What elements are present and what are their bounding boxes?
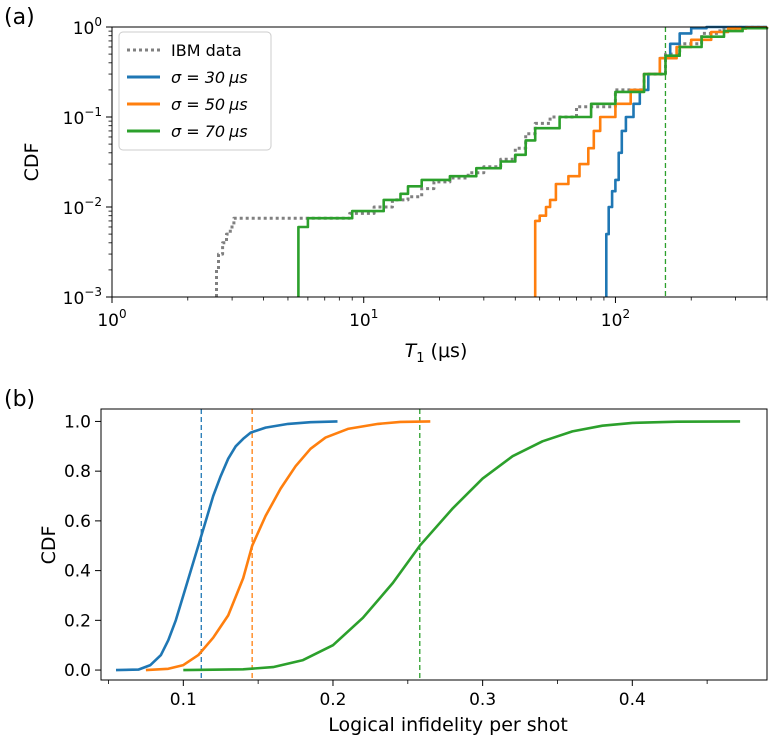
- a-y-tick-exp: −1: [84, 105, 102, 119]
- legend-label-sigma50: σ = 50 μs: [171, 95, 248, 114]
- panel-a-xlabel-sub: 1: [416, 351, 424, 366]
- b-x-tick-label: 0.3: [469, 690, 496, 710]
- a-y-tick-label: 100: [73, 15, 102, 39]
- a-y-tick-label: 10−3: [63, 285, 102, 309]
- b-y-tick-label: 0.8: [64, 462, 91, 482]
- b-y-tick-label: 0.2: [64, 611, 91, 631]
- b-y-tick-label: 1.0: [64, 412, 91, 432]
- a-x-tick-label: 101: [349, 307, 378, 331]
- panel-a-legend: IBM data σ = 30 μs σ = 50 μs σ = 70 μs: [118, 31, 272, 151]
- a-series-ibm-data: [215, 25, 769, 297]
- a-series-30-s: [605, 25, 767, 297]
- a-x-tick-base: 10: [601, 311, 623, 331]
- panel-b-plot: CDF Logical infidelity per shot 0.1 0.2 0.…: [38, 408, 768, 736]
- a-series-70-s: [297, 26, 769, 297]
- panel-b-label: (b): [4, 387, 35, 412]
- legend-label-sigma70: σ = 70 μs: [171, 122, 248, 141]
- b-series-30-s: [115, 420, 338, 672]
- a-x-tick-exp: 2: [622, 307, 630, 321]
- a-y-tick-base: 10: [63, 109, 85, 129]
- legend-label-sigma50-value: σ = 50: [171, 95, 225, 114]
- a-x-tick-base: 10: [97, 311, 119, 331]
- b-x-tick-label: 0.4: [619, 690, 646, 710]
- a-x-tick-exp: 0: [119, 307, 127, 321]
- panel-a-frame: [111, 26, 768, 298]
- b-series-50-s: [145, 420, 431, 672]
- legend-label-sigma30: σ = 30 μs: [171, 68, 248, 87]
- a-series-50-s: [533, 26, 769, 297]
- legend-label-sigma30-value: σ = 30: [171, 68, 225, 87]
- panel-a-ylabel: CDF: [21, 143, 43, 182]
- a-x-tick-label: 102: [601, 307, 630, 331]
- b-series-70-s: [183, 420, 741, 672]
- a-x-tick-exp: 1: [371, 307, 379, 321]
- a-y-tick-label: 10−1: [63, 105, 102, 129]
- legend-label-sigma50-unit: μs: [228, 95, 248, 114]
- panel-b-ylabel: CDF: [38, 526, 60, 565]
- a-y-tick-exp: −3: [84, 285, 102, 299]
- panel-b-lines: [115, 409, 741, 680]
- panel-a-xlabel-main: T: [405, 340, 418, 362]
- panel-a-xlabel-unit: (μs): [425, 340, 468, 362]
- a-y-tick-base: 10: [73, 19, 95, 39]
- panel-b-frame: [100, 408, 768, 681]
- panel-b-ticks: 0.1 0.2 0.3 0.4 0.0 0.2 0.4 0.6 0.8 1.0: [64, 412, 708, 710]
- panel-a-label: (a): [4, 5, 35, 30]
- panel-b-xlabel: Logical infidelity per shot: [328, 714, 568, 736]
- panel-a-xlabel: T1 (μs): [405, 340, 468, 366]
- b-x-tick-label: 0.2: [319, 690, 346, 710]
- a-x-tick-base: 10: [349, 311, 371, 331]
- legend-box: [118, 31, 272, 151]
- legend-label-sigma70-value: σ = 70: [171, 122, 225, 141]
- legend-label-sigma70-unit: μs: [228, 122, 248, 141]
- a-y-tick-label: 10−2: [63, 195, 102, 219]
- a-y-tick-base: 10: [63, 199, 85, 219]
- a-y-tick-exp: −2: [84, 195, 102, 209]
- b-x-tick-label: 0.1: [170, 690, 197, 710]
- b-y-tick-label: 0.6: [64, 512, 91, 532]
- legend-label-sigma30-unit: μs: [228, 68, 248, 87]
- panel-a-lines: [215, 25, 769, 297]
- b-y-tick-label: 0.0: [64, 661, 91, 681]
- a-y-tick-base: 10: [63, 289, 85, 309]
- legend-label-ibm: IBM data: [171, 41, 242, 60]
- panel-a-ylabel-group: CDF: [21, 143, 43, 182]
- a-y-tick-exp: 0: [94, 15, 102, 29]
- a-x-tick-label: 100: [97, 307, 126, 331]
- b-y-tick-label: 0.4: [64, 562, 91, 582]
